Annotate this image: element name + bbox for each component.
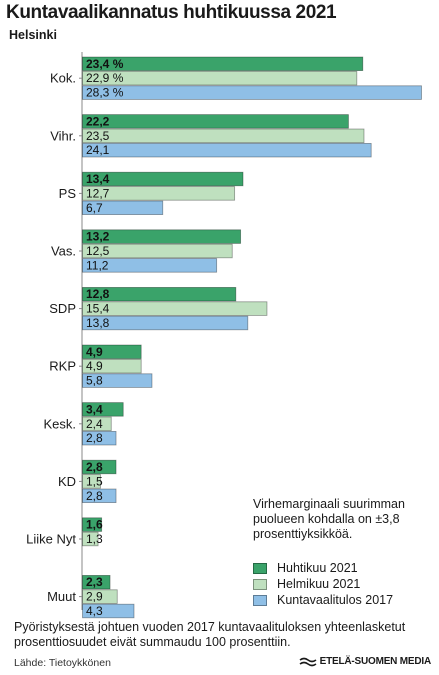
data-label-kok-s2: 28,3 % xyxy=(86,86,124,100)
data-label-muut-s2: 4,3 xyxy=(86,604,103,618)
category-label-sdp: SDP xyxy=(49,301,76,316)
bar-muut-s1 xyxy=(82,589,118,604)
data-label-muut-s0: 2,3 xyxy=(86,575,103,589)
data-label-kesk-s2: 2,8 xyxy=(86,431,103,445)
category-label-kesk: Kesk. xyxy=(43,416,76,431)
bar-rkp-s0 xyxy=(82,344,142,360)
data-label-kd-s2: 2,8 xyxy=(86,489,103,503)
bar-sdp-s2 xyxy=(82,315,249,331)
bar-liike-nyt-s1 xyxy=(82,531,99,547)
category-label-ps: PS xyxy=(59,186,77,201)
data-label-rkp-s2: 5,8 xyxy=(86,374,103,388)
bar-vas-s0 xyxy=(82,229,242,244)
data-label-liike-nyt-s0: 1,6 xyxy=(86,518,103,532)
bar-vas-s2 xyxy=(82,258,218,273)
bar-liike-nyt-s0 xyxy=(82,517,103,532)
bar-vihr-s0 xyxy=(82,114,349,129)
data-label-liike-nyt-s1: 1,3 xyxy=(86,532,103,546)
data-label-vas-s0: 13,2 xyxy=(86,230,110,244)
data-label-ps-s0: 13,4 xyxy=(86,172,110,186)
legend: Huhtikuu 2021 Helmikuu 2021 Kuntavaalitu… xyxy=(253,560,393,608)
bar-kd-s1 xyxy=(82,474,101,489)
legend-swatch-april xyxy=(253,562,267,574)
bar-kok-s0 xyxy=(82,56,364,72)
bar-kd-s0 xyxy=(82,459,117,475)
bar-vihr-s2 xyxy=(82,142,372,158)
category-label-rkp: RKP xyxy=(49,359,76,374)
category-label-vihr: Vihr. xyxy=(50,128,76,143)
data-label-rkp-s1: 4,9 xyxy=(86,359,103,373)
legend-swatch-february xyxy=(253,578,267,590)
rounding-footnote: Pyöristyksestä johtuen vuoden 2017 kunta… xyxy=(14,620,406,649)
bar-vihr-s1 xyxy=(82,128,365,144)
data-label-kd-s1: 1,5 xyxy=(86,474,103,488)
bar-rkp-s2 xyxy=(82,373,153,388)
bar-ps-s2 xyxy=(82,200,164,216)
chart-title: Kuntavaalikannatus huhtikuussa 2021 xyxy=(6,2,337,23)
data-label-vas-s2: 11,2 xyxy=(86,258,109,272)
bar-kd-s2 xyxy=(82,488,117,504)
data-label-vihr-s1: 23,5 xyxy=(86,129,110,143)
bar-kok-s2 xyxy=(82,85,422,100)
wave-logo-icon xyxy=(299,657,317,666)
data-label-kok-s1: 22,9 % xyxy=(86,71,124,85)
data-label-ps-s1: 12,7 xyxy=(86,186,110,200)
bar-chart: Kok. 23,4 %22,9 %28,3 % Vihr. 22,223,524,1 P… xyxy=(26,52,422,619)
publisher-logo: ETELÄ-SUOMEN MEDIA xyxy=(299,656,431,667)
bar-sdp-s1 xyxy=(82,301,268,316)
category-label-kok: Kok. xyxy=(50,71,76,86)
publisher-name: ETELÄ-SUOMEN MEDIA xyxy=(319,656,432,667)
bar-kesk-s2 xyxy=(82,430,117,446)
category-label-vas: Vas. xyxy=(51,244,76,259)
bar-rkp-s1 xyxy=(82,358,142,374)
data-label-vas-s1: 12,5 xyxy=(86,244,110,258)
bar-muut-s0 xyxy=(82,575,111,590)
category-label-liike-nyt: Liike Nyt xyxy=(26,532,76,547)
category-label-muut: Muut xyxy=(47,589,76,604)
bar-muut-s2 xyxy=(82,603,135,619)
bar-kok-s1 xyxy=(82,71,358,86)
data-label-kesk-s0: 3,4 xyxy=(86,402,103,416)
data-label-vihr-s0: 22,2 xyxy=(86,114,110,128)
legend-label-february: Helmikuu 2021 xyxy=(277,577,361,591)
data-label-muut-s1: 2,9 xyxy=(86,590,103,604)
data-label-kok-s0: 23,4 % xyxy=(86,57,124,71)
data-label-kesk-s1: 2,4 xyxy=(86,417,103,431)
data-label-vihr-s2: 24,1 xyxy=(86,143,110,157)
bar-kesk-s1 xyxy=(82,416,112,432)
chart-subtitle: Helsinki xyxy=(9,28,57,42)
legend-label-april: Huhtikuu 2021 xyxy=(277,561,358,575)
legend-item-february: Helmikuu 2021 xyxy=(253,576,393,592)
data-label-sdp-s0: 12,8 xyxy=(86,287,110,301)
category-label-kd: KD xyxy=(58,474,76,489)
bar-vas-s1 xyxy=(82,243,233,259)
data-label-sdp-s1: 15,4 xyxy=(86,302,110,316)
data-label-kd-s0: 2,8 xyxy=(86,460,103,474)
bar-ps-s0 xyxy=(82,171,244,187)
bar-kesk-s0 xyxy=(82,402,124,417)
legend-swatch-2017 xyxy=(253,594,267,606)
bar-sdp-s0 xyxy=(82,286,237,302)
data-label-sdp-s2: 13,8 xyxy=(86,316,110,330)
data-label-ps-s2: 6,7 xyxy=(86,201,103,215)
legend-label-2017: Kuntavaalitulos 2017 xyxy=(277,593,394,607)
error-margin-note: Virhemarginaali suurimman puolueen kohda… xyxy=(253,497,405,541)
data-label-rkp-s0: 4,9 xyxy=(86,345,103,359)
legend-item-april: Huhtikuu 2021 xyxy=(253,560,393,576)
legend-item-2017: Kuntavaalitulos 2017 xyxy=(253,592,393,608)
bar-ps-s1 xyxy=(82,186,236,201)
source-text: Lähde: Tietoykkönen xyxy=(14,657,111,669)
